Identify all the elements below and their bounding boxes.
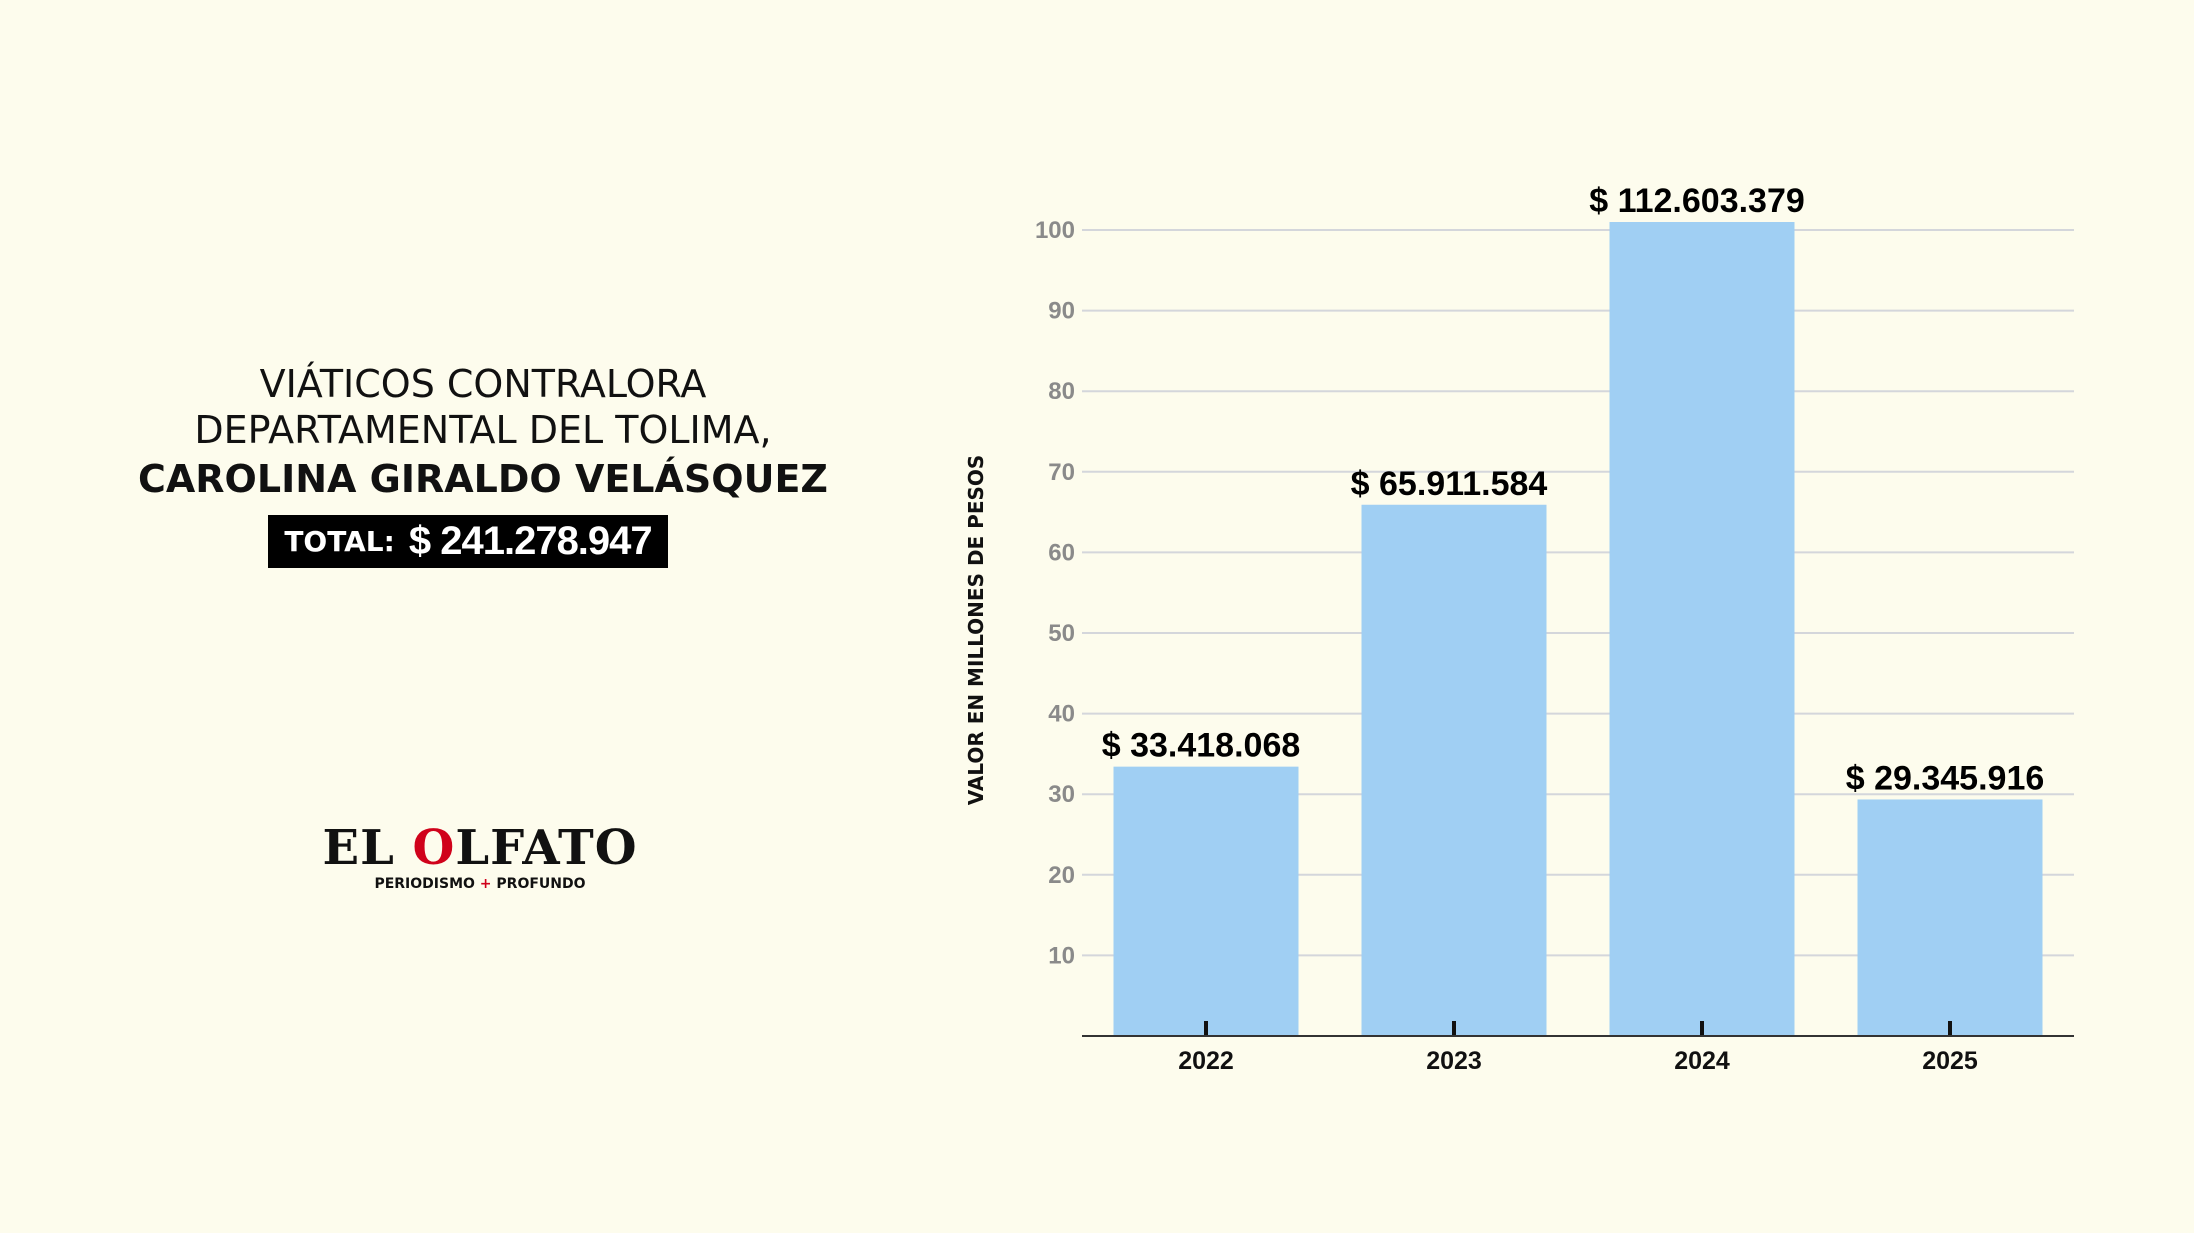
y-tick-label: 30	[1048, 781, 1075, 808]
y-tick-label: 10	[1048, 942, 1075, 969]
logo-text-2: LFATO	[455, 820, 638, 876]
bar-2022	[1113, 766, 1299, 1036]
y-axis-label: VALOR EN MILLONES DE PESOS	[964, 455, 988, 806]
plus-icon: +	[479, 876, 492, 892]
el-olfato-logo: EL OLFATO PERIODISMO + PROFUNDO	[320, 820, 640, 900]
x-tick-label: 2022	[1178, 1047, 1234, 1075]
total-value: $ 241.278.947	[408, 519, 653, 563]
tagline-right: PROFUNDO	[496, 876, 586, 892]
title-line-2: DEPARTAMENTAL DEL TOLIMA,	[194, 408, 772, 452]
title-line-3: CAROLINA GIRALDO VELÁSQUEZ	[138, 457, 828, 501]
y-tick-label: 40	[1048, 701, 1075, 728]
x-tick-label: 2023	[1426, 1047, 1482, 1075]
data-label: $ 29.345.916	[1846, 759, 2045, 797]
bar-2024	[1609, 222, 1795, 1036]
logo-text-1: EL	[322, 820, 413, 876]
data-label: $ 33.418.068	[1102, 727, 1301, 765]
logo-accent-letter: O	[412, 820, 456, 876]
title-line-1: VIÁTICOS CONTRALORA	[259, 362, 707, 406]
bar-2023	[1361, 504, 1547, 1036]
tagline-left: PERIODISMO	[374, 876, 475, 892]
bars	[1113, 222, 2043, 1036]
total-badge: TOTAL: $ 241.278.947	[268, 515, 668, 568]
total-label: TOTAL:	[284, 525, 395, 558]
logo-wordmark: EL OLFATO	[320, 820, 640, 876]
header-panel: VIÁTICOS CONTRALORA DEPARTAMENTAL DEL TO…	[0, 0, 966, 1233]
bar-2025	[1857, 799, 2043, 1036]
data-labels: $ 33.418.068 $ 65.911.584 $ 112.603.379 $ 2…	[1102, 182, 2045, 797]
y-tick-label: 20	[1048, 862, 1075, 889]
y-tick-label: 60	[1048, 539, 1075, 566]
data-label: $ 112.603.379	[1589, 182, 1805, 220]
logo-tagline: PERIODISMO + PROFUNDO	[320, 876, 640, 892]
y-tick-label: 100	[1035, 217, 1075, 244]
y-tick-label: 50	[1048, 620, 1075, 647]
y-tick-label: 70	[1048, 459, 1075, 486]
x-axis: 2022 2023 2024 2025	[1082, 1021, 2074, 1075]
data-label: $ 65.911.584	[1351, 465, 1548, 503]
y-tick-label: 80	[1048, 378, 1075, 405]
y-tick-labels: 10 20 30 40 50 60 70 80 90 100	[1035, 217, 1075, 969]
y-tick-label: 90	[1048, 298, 1075, 325]
x-tick-label: 2025	[1922, 1047, 1978, 1075]
x-tick-label: 2024	[1674, 1047, 1730, 1075]
